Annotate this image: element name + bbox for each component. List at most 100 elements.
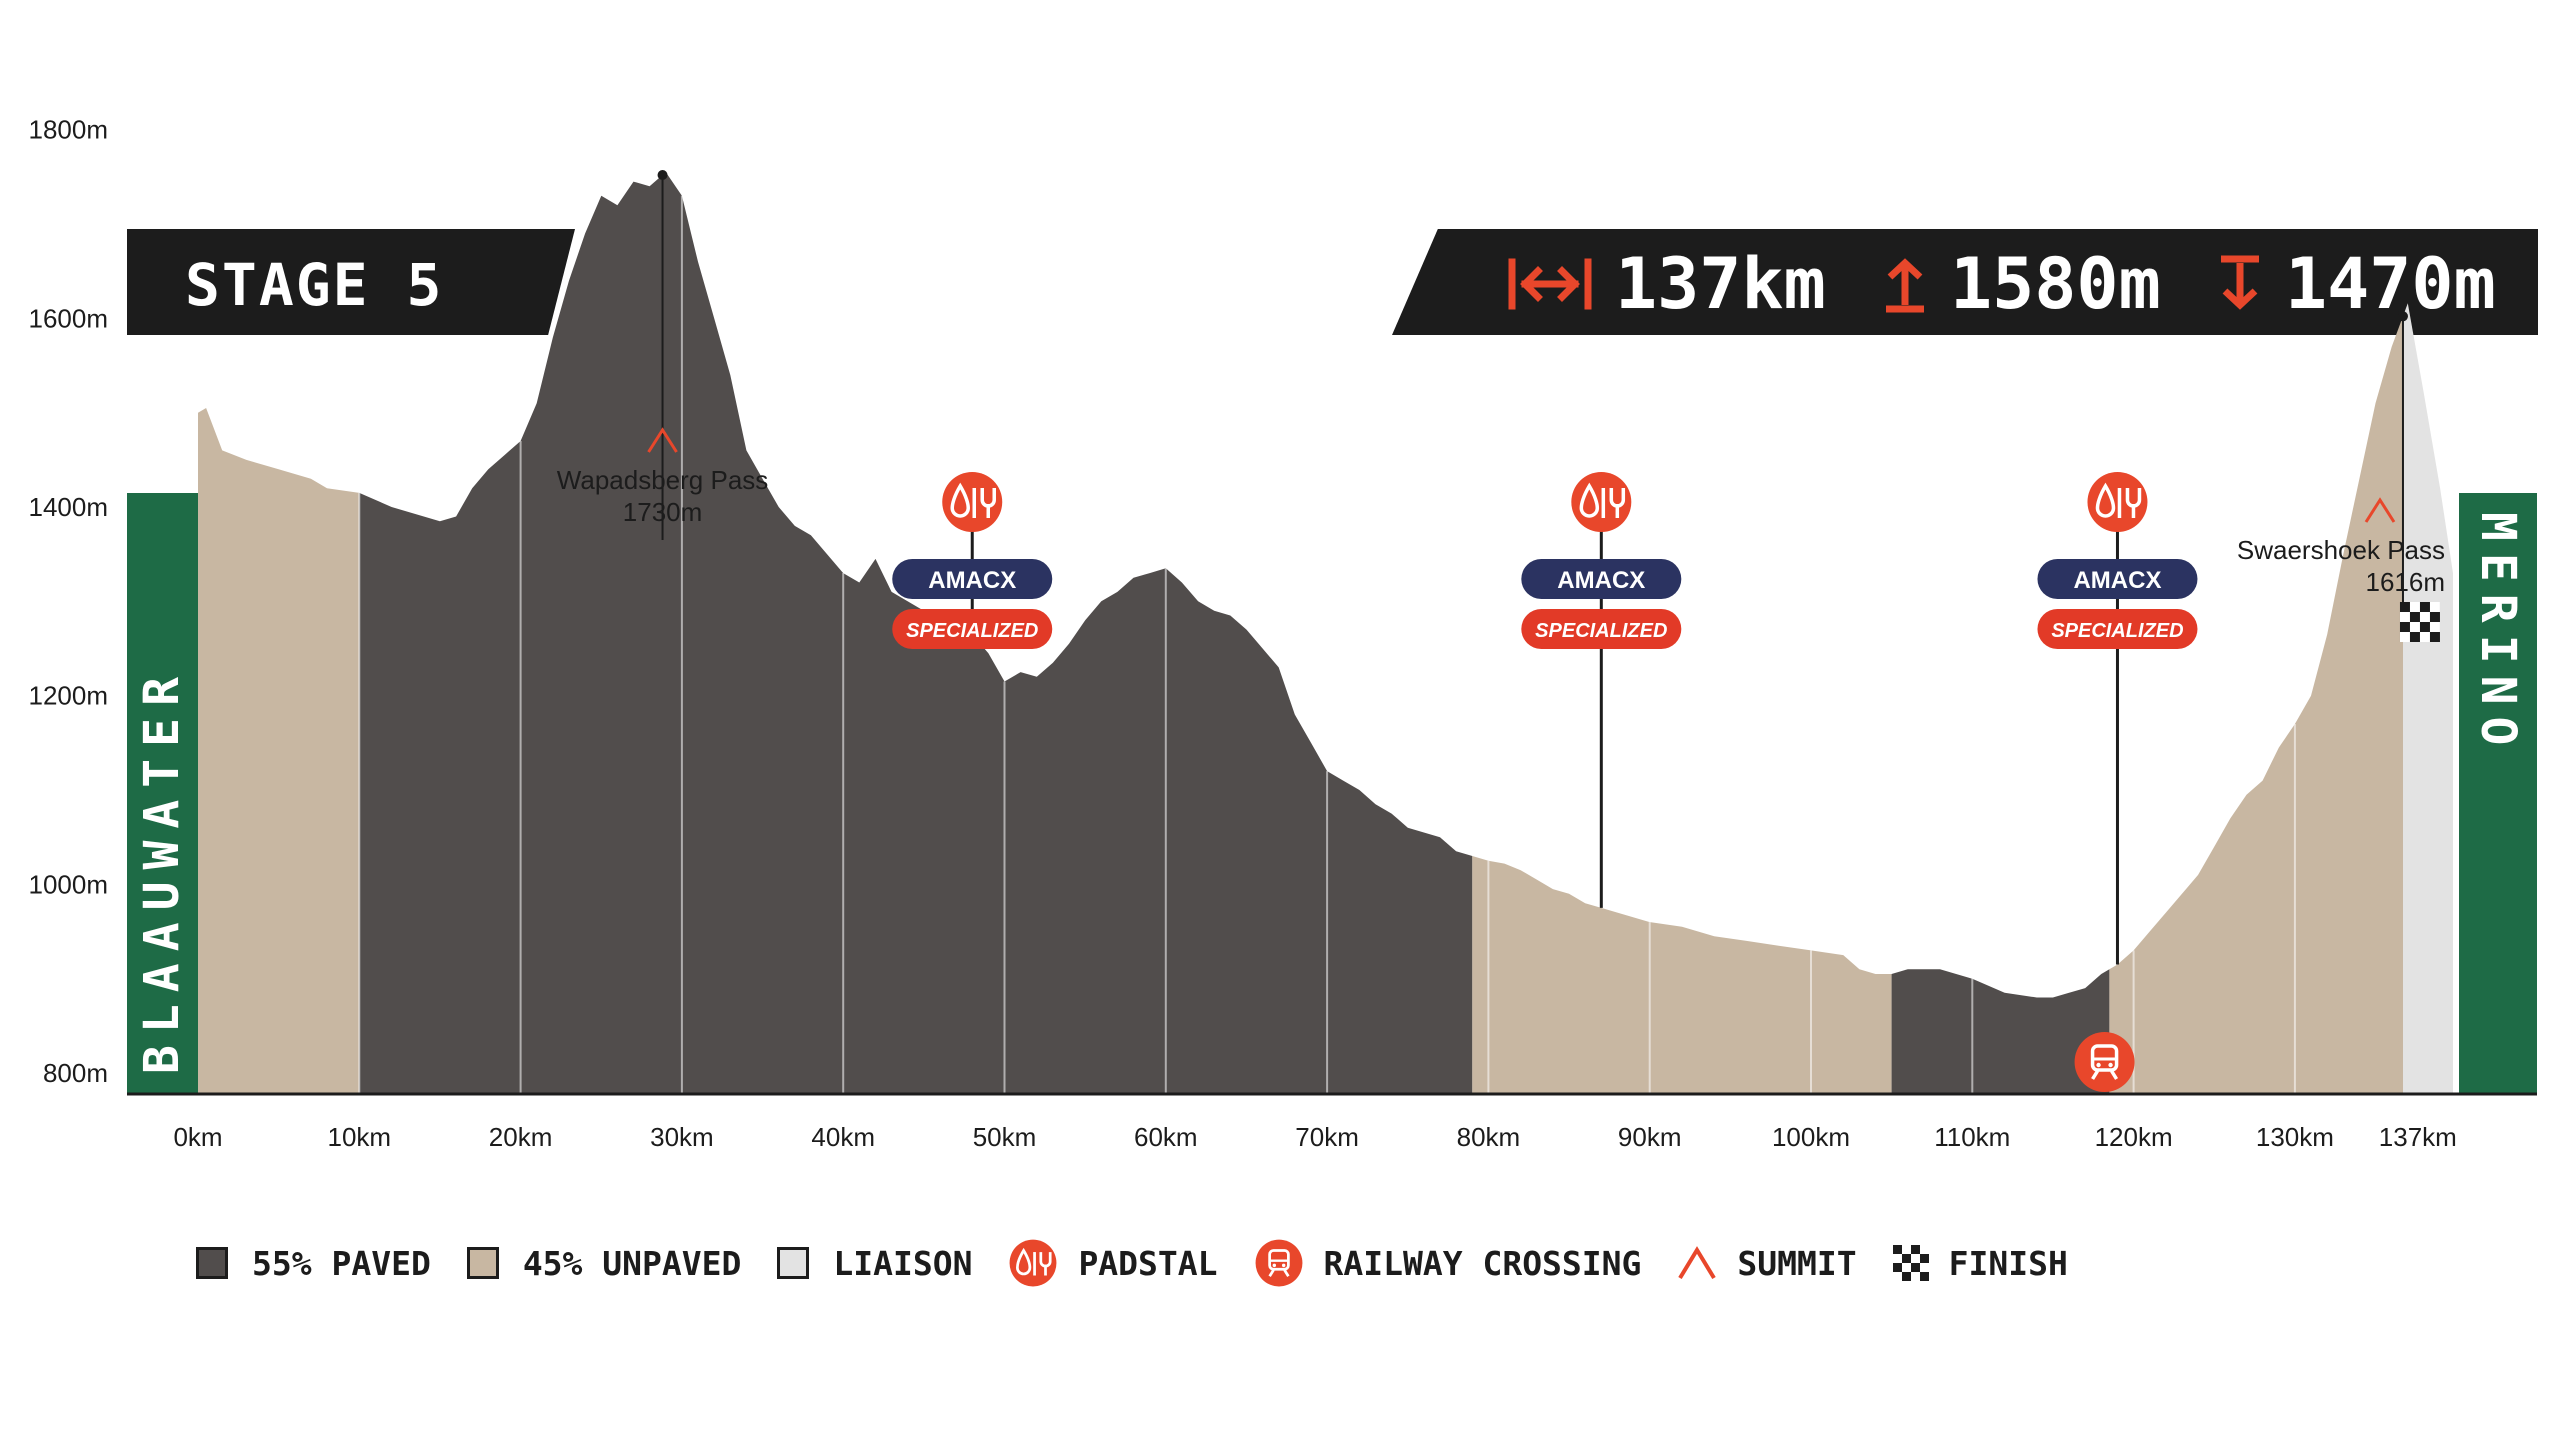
- legend-railway-label: RAILWAY CROSSING: [1323, 1243, 1642, 1283]
- padstal-icon: [940, 470, 1004, 534]
- legend-unpaved-label: 45% UNPAVED: [522, 1243, 742, 1283]
- y-tick-label: 1200m: [29, 681, 109, 711]
- paved-swatch: [196, 1247, 228, 1279]
- sponsor-bottom-label: SPECIALIZED: [906, 620, 1038, 642]
- finish-flag-icon: [1892, 1245, 1929, 1281]
- x-tick-label: 0km: [173, 1122, 222, 1152]
- legend-railway: RAILWAY CROSSING: [1253, 1238, 1642, 1288]
- y-tick-label: 1600m: [29, 303, 109, 333]
- ascent-stat: 1580m: [1882, 243, 2161, 325]
- sponsor-top-label: AMACX: [2073, 567, 2161, 594]
- x-tick-label: 60km: [1134, 1122, 1198, 1152]
- descent-arrow-icon: [2221, 255, 2259, 310]
- x-tick-label: 120km: [2095, 1122, 2173, 1152]
- padstal-glyph: [2085, 470, 2150, 534]
- distance-stat: 137km: [1507, 243, 1826, 325]
- sponsor-pill-bottom: [892, 609, 1053, 649]
- flag-square: [2429, 602, 2440, 612]
- x-tick-label: 70km: [1295, 1122, 1359, 1152]
- y-tick-label: 1800m: [29, 115, 109, 145]
- start-town-panel: [127, 493, 198, 1093]
- profile-segment-paved: [1891, 969, 2110, 1094]
- sponsor-pill-top: [1521, 559, 1682, 599]
- profile-segment-unpaved: [2109, 316, 2403, 1094]
- profile-segment-unpaved: [198, 408, 360, 1094]
- y-tick-label: 1000m: [29, 869, 109, 899]
- x-tick-label: 90km: [1618, 1122, 1682, 1152]
- unpaved-swatch: [466, 1247, 499, 1279]
- x-tick-label: 30km: [650, 1122, 714, 1152]
- sponsor-bottom-label: SPECIALIZED: [2051, 620, 2183, 642]
- x-tick-label: 20km: [489, 1122, 553, 1152]
- padstal-glyph: [1569, 470, 1634, 534]
- x-tick-label: 130km: [2256, 1122, 2334, 1152]
- sponsor-pill-bottom: [2037, 609, 2198, 649]
- legend: 55% PAVED 45% UNPAVED LIAISON PADSTAL RA…: [196, 1238, 2104, 1288]
- summit-icon: [647, 427, 678, 453]
- railway-crossing-icon: [1253, 1238, 1304, 1288]
- start-town-label: BLAAUWATER: [134, 665, 190, 1074]
- flag-square: [2429, 622, 2440, 632]
- x-tick-label: 110km: [1934, 1122, 2010, 1152]
- finish-town-label: MERINO: [2470, 512, 2526, 757]
- padstal-icon: [1008, 1238, 1059, 1288]
- profile-segment-liaison: [2403, 303, 2453, 1094]
- x-tick-label: 40km: [811, 1122, 875, 1152]
- x-tick-label: 80km: [1457, 1122, 1521, 1152]
- summit-elevation: 1616m: [2366, 567, 2446, 597]
- summit-name: Swaershoek Pass: [2237, 535, 2445, 565]
- finish-town-panel: [2459, 493, 2537, 1093]
- padstal-marker: AMACX SPECIALIZED: [2037, 470, 2198, 965]
- summit-icon: [1677, 1246, 1717, 1280]
- sponsor-top-label: AMACX: [928, 567, 1016, 594]
- legend-paved: 55% PAVED: [196, 1244, 431, 1283]
- flag-square: [2409, 602, 2420, 612]
- flag-square: [2409, 622, 2420, 632]
- sponsor-top-label: AMACX: [1557, 567, 1645, 594]
- legend-padstal: PADSTAL: [1008, 1238, 1218, 1288]
- legend-finish: FINISH: [1892, 1243, 2068, 1283]
- summit-name: Wapadsberg Pass: [557, 465, 768, 495]
- flag-square: [2419, 612, 2430, 622]
- x-tick-label: 100km: [1772, 1122, 1850, 1152]
- profile-segment-unpaved: [1472, 856, 1892, 1094]
- stage-banner: STAGE 5: [127, 229, 575, 335]
- finish-marker: [2397, 311, 2440, 642]
- summit-elevation: 1730m: [623, 497, 703, 527]
- sponsor-pill-bottom: [1521, 609, 1682, 649]
- descent-value: 1470m: [2285, 243, 2496, 325]
- y-tick-label: 800m: [43, 1058, 108, 1088]
- legend-finish-label: FINISH: [1948, 1243, 2068, 1283]
- legend-liaison-label: LIAISON: [833, 1243, 973, 1283]
- x-tick-label: 10km: [328, 1122, 392, 1152]
- x-tick-label: 137km: [2379, 1122, 2457, 1152]
- padstal-marker: AMACX SPECIALIZED: [892, 470, 1053, 649]
- railway-crossing-marker: [2072, 1030, 2137, 1094]
- sponsor-bottom-label: SPECIALIZED: [1535, 620, 1667, 642]
- ascent-arrow-icon: [1886, 258, 1924, 313]
- sponsor-pill-top: [892, 559, 1053, 599]
- x-tick-label: 50km: [973, 1122, 1037, 1152]
- padstal-marker: AMACX SPECIALIZED: [1521, 470, 1682, 908]
- padstal-icon: [1569, 470, 1634, 534]
- legend-padstal-label: PADSTAL: [1078, 1243, 1218, 1283]
- stats-banner: 137km 1580m 1470m: [1392, 229, 2538, 335]
- y-tick-label: 1400m: [29, 492, 109, 522]
- legend-paved-label: 55% PAVED: [252, 1243, 431, 1283]
- descent-stat: 1470m: [2217, 243, 2496, 325]
- distance-arrows-icon: [1508, 258, 1592, 310]
- finish-flag-icon: [2399, 602, 2440, 642]
- distance-value: 137km: [1615, 243, 1826, 325]
- padstal-icon: [2085, 470, 2150, 534]
- ascent-value: 1580m: [1950, 243, 2161, 325]
- padstal-glyph: [940, 470, 1004, 534]
- summit-dot: [657, 169, 668, 180]
- legend-summit: SUMMIT: [1677, 1244, 1857, 1283]
- legend-liaison: LIAISON: [777, 1244, 972, 1283]
- stage-title: STAGE 5: [185, 251, 444, 319]
- liaison-swatch: [777, 1247, 810, 1279]
- flag-square: [2419, 632, 2430, 642]
